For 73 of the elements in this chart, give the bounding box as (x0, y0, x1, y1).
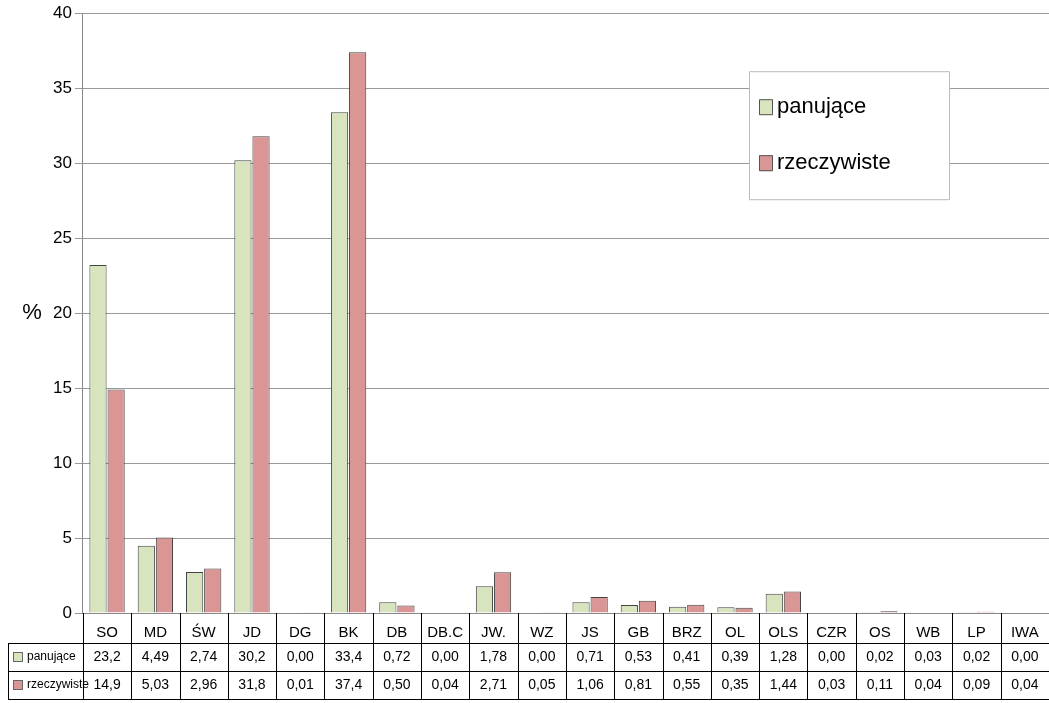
data-label: 1,44 (769, 675, 798, 692)
data-label: 0,04 (1011, 675, 1039, 692)
data-label: 23,2 (93, 647, 121, 664)
x-tick-label: JW. (481, 623, 506, 641)
data-label: 0,71 (576, 647, 604, 664)
data-label: 5,03 (141, 675, 170, 692)
data-label: 0,05 (528, 675, 556, 692)
data-label: 0,39 (721, 647, 749, 664)
x-tick-label: BK (338, 623, 359, 641)
data-label: 0,72 (383, 647, 411, 664)
data-label: 33,4 (334, 647, 363, 664)
y-tick-label: 0 (62, 602, 72, 622)
x-tick-label: GB (627, 623, 650, 641)
x-tick-label: WZ (530, 623, 554, 641)
y-tick-label: 15 (52, 377, 72, 397)
x-tick-label: BRZ (671, 623, 702, 641)
data-label: 0,55 (673, 675, 701, 692)
y-tick-label: 25 (52, 227, 72, 247)
x-tick-label: SO (96, 623, 118, 641)
y-axis-title: % (22, 299, 42, 325)
x-tick-label: OLS (768, 623, 799, 641)
data-label: 0,35 (721, 675, 749, 692)
x-tick-label: WB (916, 623, 941, 641)
legend-label: rzeczywiste (777, 149, 891, 175)
x-tick-label: JD (242, 623, 262, 641)
data-label: 0,41 (673, 647, 701, 664)
data-label: 1,06 (576, 675, 604, 692)
data-label: 31,8 (238, 675, 266, 692)
data-label: 30,2 (238, 647, 266, 664)
x-tick-label: LP (967, 623, 986, 641)
y-tick-label: 10 (52, 452, 72, 472)
data-label: 2,71 (479, 675, 508, 692)
x-tick-label: MD (143, 623, 168, 641)
text: panujące (27, 649, 76, 664)
data-label: 0,00 (286, 647, 315, 664)
data-label: 0,53 (624, 647, 653, 664)
data-label: 0,00 (431, 647, 460, 664)
data-label: 0,02 (962, 647, 991, 664)
data-label: 0,11 (866, 675, 894, 692)
x-tick-label: DB (386, 623, 408, 641)
data-label: 2,74 (190, 647, 218, 664)
data-label: 1,78 (479, 647, 508, 664)
data-label: 0,04 (431, 675, 460, 692)
data-label: 0,00 (818, 647, 846, 664)
x-tick-label: IWA (1010, 623, 1039, 641)
data-label: 0,03 (914, 647, 943, 664)
y-tick-label: 40 (52, 2, 72, 22)
data-label: 0,09 (962, 675, 991, 692)
data-label: 0,02 (866, 647, 894, 664)
data-label: 0,04 (914, 675, 943, 692)
data-label: 4,49 (141, 647, 170, 664)
x-tick-label: OS (869, 623, 891, 641)
x-tick-label: DG (289, 623, 312, 641)
data-label: 0,00 (528, 647, 556, 664)
y-tick-label: 20 (52, 302, 72, 322)
data-label: 37,4 (334, 675, 363, 692)
data-label: 14,9 (93, 675, 121, 692)
data-label: 0,50 (383, 675, 411, 692)
data-label: 2,96 (190, 675, 218, 692)
y-tick-label: 30 (52, 152, 72, 172)
y-tick-label: 35 (52, 77, 72, 97)
data-label: 0,03 (818, 675, 846, 692)
x-tick-label: CZR (816, 623, 848, 641)
x-tick-label: JS (581, 623, 599, 641)
data-label: 0,01 (286, 675, 315, 692)
x-tick-label: OL (725, 623, 746, 641)
x-tick-label: ŚW (191, 623, 217, 641)
data-label: 0,81 (624, 675, 653, 692)
data-label: 1,28 (769, 647, 798, 664)
y-tick-label: 5 (62, 527, 72, 547)
x-tick-label: DB.C (427, 623, 464, 641)
legend-label: panujące (777, 93, 867, 119)
data-label: 0,00 (1011, 647, 1039, 664)
